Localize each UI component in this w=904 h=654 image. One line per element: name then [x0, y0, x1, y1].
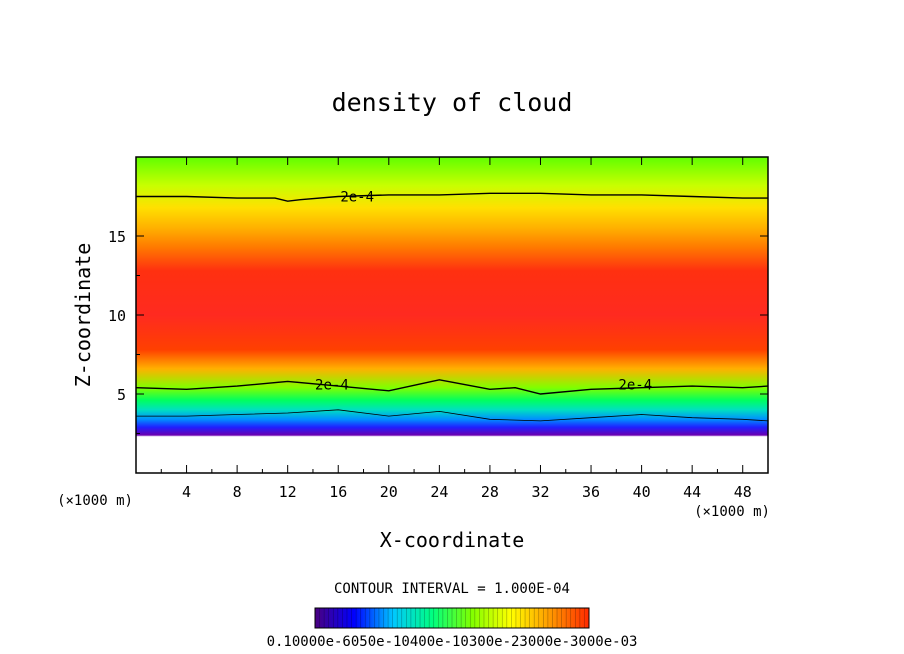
x-tick-label: 12	[279, 483, 297, 501]
x-tick-label: 16	[329, 483, 347, 501]
contour-lines	[136, 192, 768, 422]
contour-label: 2e-4	[618, 378, 652, 394]
contour-label: 2e-4	[340, 190, 374, 206]
contour-labels: 2e-4 2e-4 2e-4	[315, 190, 652, 394]
colorbar-labels: 0.10000e-6050e-10400e-10300e-23000e-3000…	[267, 634, 638, 650]
x-unit-left: (×1000 m)	[57, 493, 133, 509]
x-unit-right: (×1000 m)	[694, 504, 770, 520]
chart-title: density of cloud	[332, 88, 573, 117]
x-tick-label: 48	[734, 483, 752, 501]
y-tick-label: 10	[108, 307, 126, 325]
contour-line	[136, 409, 768, 422]
x-tick-label: 32	[531, 483, 549, 501]
x-tick-label: 20	[380, 483, 398, 501]
x-axis-ticks: 4 8 12 16 20 24 28 32 36 40 44 48	[160, 157, 752, 501]
plot-area	[136, 157, 768, 473]
contour-line	[136, 379, 768, 395]
x-axis-label: X-coordinate	[380, 528, 525, 552]
contour-line	[136, 192, 768, 202]
x-tick-label: 4	[182, 483, 191, 501]
x-tick-label: 36	[582, 483, 600, 501]
density-field	[136, 157, 768, 473]
x-tick-label: 24	[430, 483, 448, 501]
y-axis-label: Z-coordinate	[71, 243, 95, 388]
y-tick-label: 5	[117, 386, 126, 404]
y-axis-ticks: 5 10 15	[108, 196, 768, 434]
x-tick-label: 44	[683, 483, 701, 501]
contour-interval-label: CONTOUR INTERVAL = 1.000E-04	[334, 581, 570, 597]
x-tick-label: 8	[233, 483, 242, 501]
colorbar	[314, 607, 590, 629]
y-tick-label: 15	[108, 228, 126, 246]
x-tick-label: 40	[633, 483, 651, 501]
colorbar-stripes	[319, 608, 585, 628]
x-tick-label: 28	[481, 483, 499, 501]
contour-label: 2e-4	[315, 378, 349, 394]
